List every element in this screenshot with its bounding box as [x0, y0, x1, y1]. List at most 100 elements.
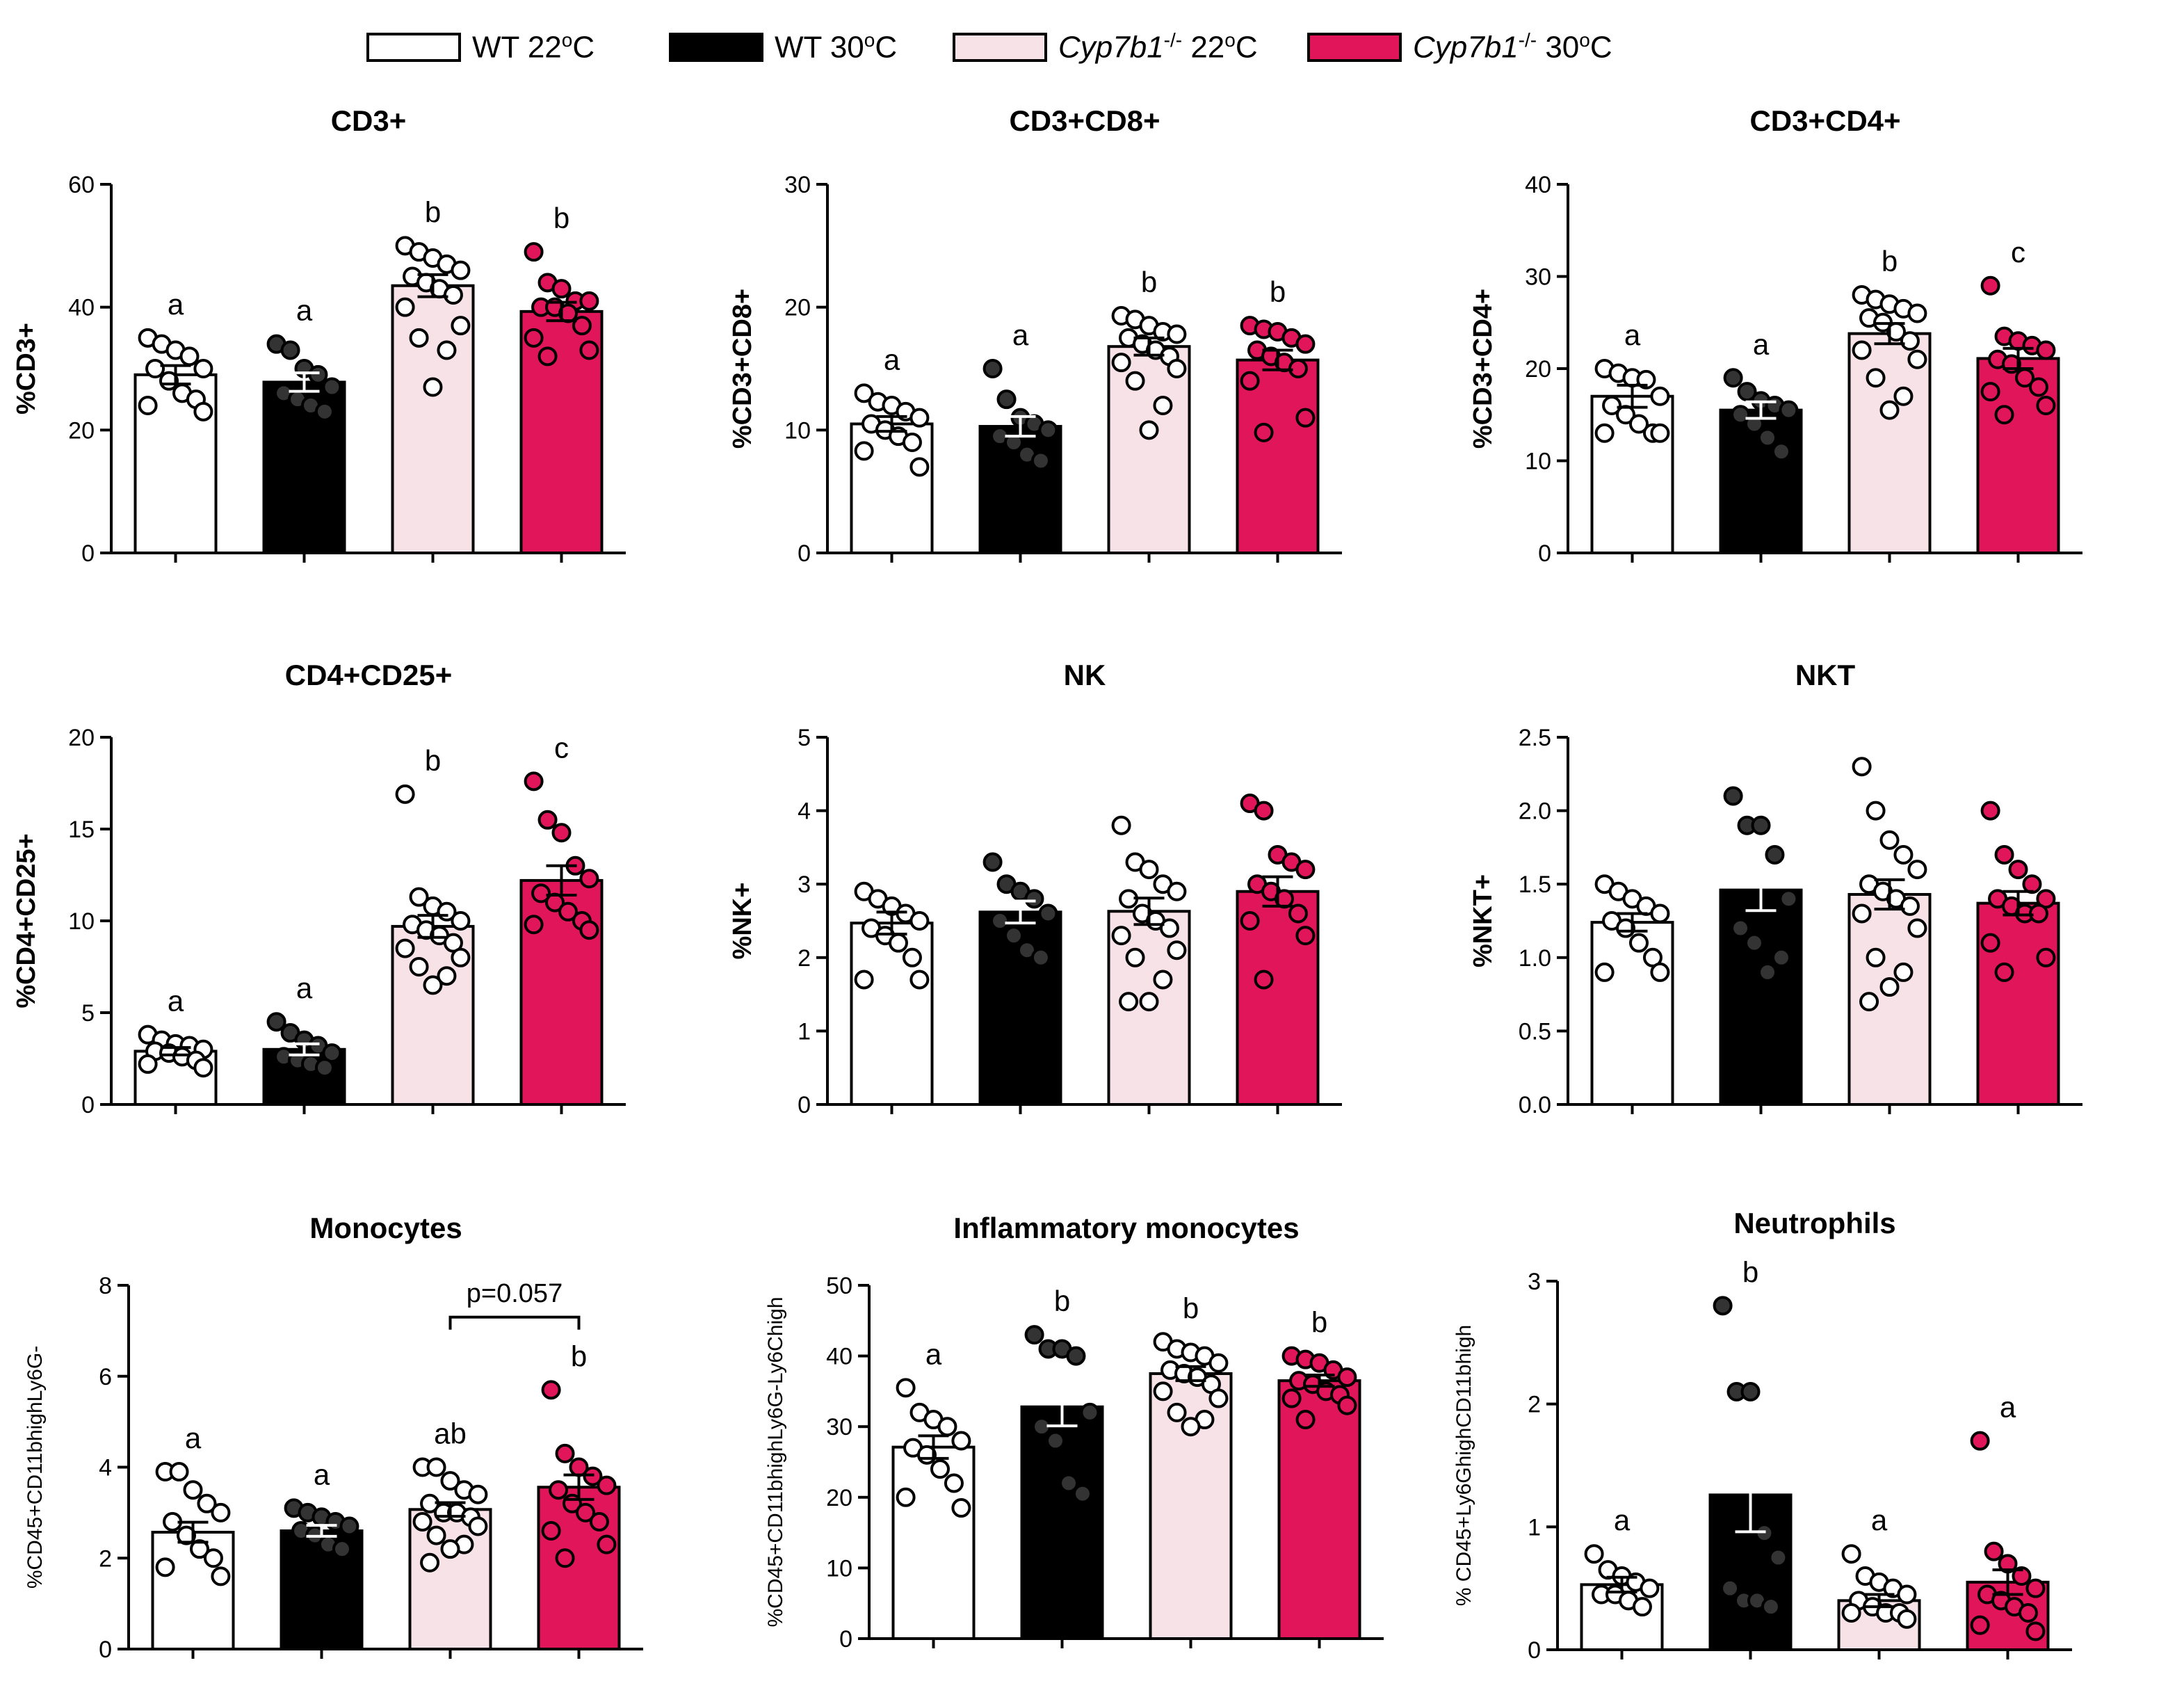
error-bar [876, 910, 907, 936]
significance-letter: b [1742, 1255, 1758, 1288]
error-bar [2003, 890, 2034, 917]
y-tick-label: 30 [784, 172, 811, 198]
y-tick-label: 4 [798, 798, 811, 825]
significance-letter: a [1614, 1504, 1631, 1536]
data-point [1866, 947, 1886, 967]
significance-letter: b [1882, 245, 1898, 278]
data-point [909, 408, 930, 428]
significance-letter: a [1753, 328, 1770, 360]
y-tick-label: 1 [798, 1018, 811, 1045]
data-point [990, 911, 1010, 931]
error-bar [1617, 912, 1648, 933]
data-point [1024, 1325, 1044, 1345]
data-point [1779, 400, 1799, 420]
p-value-bracket [448, 1315, 581, 1330]
data-point [1281, 1388, 1302, 1408]
y-tick-label: 15 [68, 817, 95, 843]
data-point [930, 1459, 950, 1479]
data-point [1765, 844, 1785, 865]
data-point [1737, 382, 1757, 402]
bar [850, 922, 934, 1106]
y-tick-label: 10 [68, 908, 95, 935]
data-point [982, 359, 1003, 378]
data-point [1240, 911, 1260, 931]
data-point [1907, 860, 1927, 880]
data-point [1745, 933, 1764, 953]
data-point [854, 383, 874, 403]
legend-label-wt-22: WT 22oC [472, 29, 595, 65]
legend-swatch-ko-30 [1307, 33, 1402, 62]
error-bar [1304, 1374, 1335, 1388]
significance-letter: b [425, 744, 441, 777]
data-point [524, 771, 544, 791]
data-point [190, 1539, 209, 1559]
error-bar [1745, 400, 1777, 420]
data-point [597, 1475, 617, 1495]
data-point [1740, 1382, 1761, 1401]
data-point [1779, 889, 1799, 909]
data-point [423, 377, 443, 397]
p-value-label: p=0.057 [467, 1279, 563, 1308]
data-point [1650, 962, 1670, 982]
data-point [1066, 1346, 1086, 1366]
data-point [1879, 830, 1900, 850]
data-point [1125, 947, 1145, 967]
y-tick-label: 1 [1528, 1514, 1541, 1541]
data-point [937, 1417, 957, 1437]
data-point [1907, 918, 1927, 938]
significance-letter: a [2000, 1391, 2016, 1424]
y-tick-label: 0 [1538, 540, 1551, 567]
data-point [395, 938, 415, 958]
data-point [451, 911, 471, 931]
data-point [1072, 1484, 1092, 1504]
error-bar [1046, 1386, 1078, 1428]
data-point [1723, 786, 1743, 806]
data-point [579, 291, 599, 311]
data-point [2036, 340, 2056, 360]
significance-letter: a [168, 985, 184, 1018]
data-point [889, 933, 908, 953]
data-point [1980, 933, 2000, 953]
significance-letter: c [554, 731, 569, 764]
data-point [426, 1525, 446, 1545]
y-tick-label: 0 [839, 1626, 852, 1653]
y-tick-label: 0 [1528, 1637, 1541, 1664]
data-point [1629, 414, 1649, 434]
y-tick-label: 2 [99, 1545, 112, 1572]
data-point [1030, 451, 1051, 471]
y-tick-label: 40 [68, 295, 95, 321]
y-tick-label: 20 [68, 725, 95, 751]
y-tick-label: 4 [99, 1455, 112, 1481]
data-point [1980, 275, 2000, 296]
data-point [339, 1516, 359, 1536]
y-tick-label: 0.0 [1519, 1092, 1551, 1118]
legend-swatch-wt-30 [669, 33, 763, 62]
significance-letter: b [1270, 275, 1286, 308]
error-bar [1874, 878, 1905, 911]
data-point [902, 433, 922, 452]
data-point [1751, 815, 1771, 835]
data-point [531, 883, 551, 903]
data-point [1758, 428, 1777, 448]
error-bar [1863, 1593, 1895, 1609]
significance-letter: a [296, 294, 313, 327]
y-tick-label: 3 [798, 871, 811, 898]
error-bar [876, 415, 907, 433]
data-point [572, 316, 592, 336]
data-point [1208, 1388, 1229, 1408]
y-axis-label: %CD45+CD11bhighLy6G-Ly6Chigh [764, 1297, 787, 1627]
data-point [2036, 396, 2056, 415]
chart-title: Monocytes [309, 1212, 462, 1244]
data-point [1900, 896, 1920, 916]
data-point [1602, 396, 1622, 415]
data-point [1897, 1609, 1917, 1629]
data-point [426, 1457, 446, 1477]
y-tick-label: 10 [826, 1555, 852, 1582]
data-point [1897, 1584, 1917, 1605]
data-point [909, 970, 930, 990]
data-point [197, 1493, 217, 1513]
data-point [1650, 423, 1670, 443]
chart-6: Monocytes 0 2 4 6 8 %CD45+CD11bhighLy6G-a a ab b p… [24, 1212, 643, 1663]
data-point [1111, 926, 1131, 946]
error-bar [546, 300, 577, 323]
